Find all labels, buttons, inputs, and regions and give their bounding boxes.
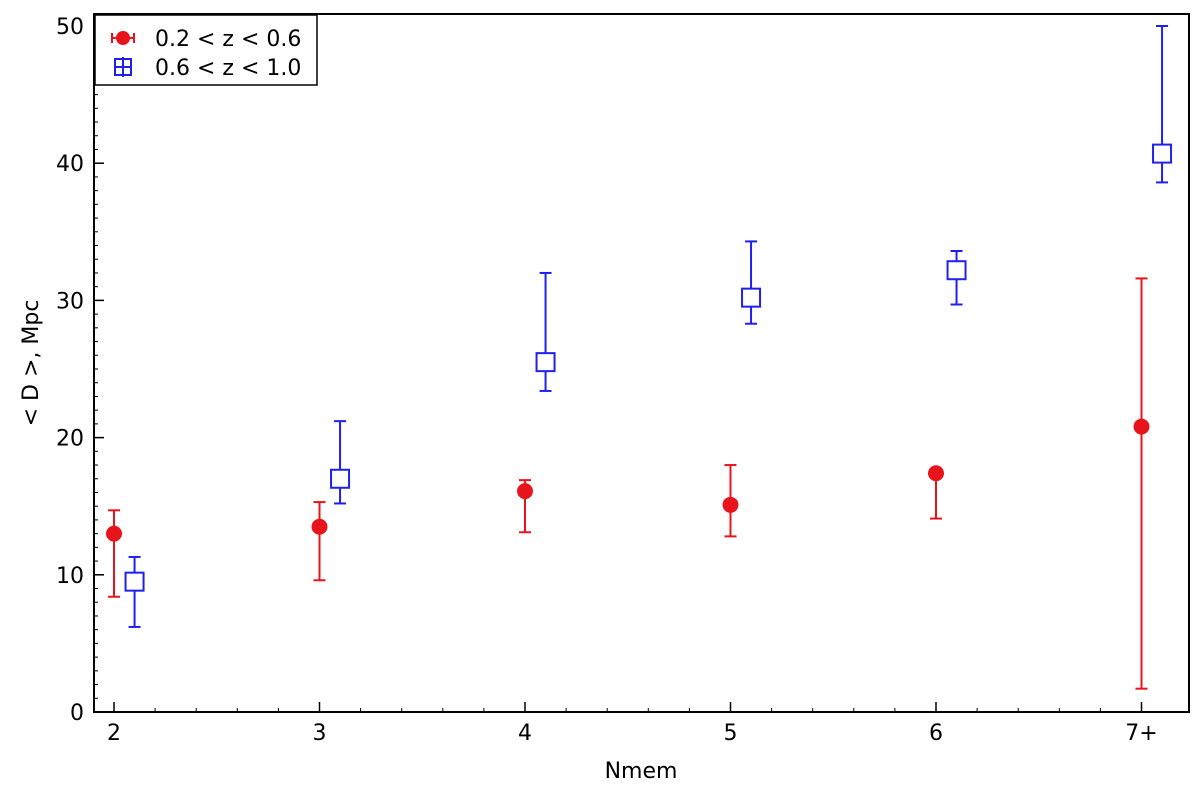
y-tick-label: 0 xyxy=(70,701,84,726)
data-point xyxy=(946,260,967,281)
tick-labels: 0 10 20 30 40 50 2 3 4 5 6 7+ xyxy=(56,15,1158,746)
series-1 xyxy=(106,277,1150,690)
y-tick-label: 30 xyxy=(56,289,84,314)
data-point xyxy=(535,352,556,373)
data-point xyxy=(741,287,762,308)
legend-label-series-1: 0.2 < z < 0.6 xyxy=(155,27,301,52)
data-point xyxy=(311,518,328,535)
minor-ticks xyxy=(94,25,1142,713)
x-tick-label: 2 xyxy=(107,721,121,746)
data-point xyxy=(330,468,351,489)
y-tick-label: 10 xyxy=(56,564,84,589)
y-tick-label: 50 xyxy=(56,15,84,40)
data-point xyxy=(1133,418,1150,435)
data-point xyxy=(722,496,739,513)
y-tick-label: 40 xyxy=(56,152,84,177)
x-tick-label: 7+ xyxy=(1125,721,1157,746)
data-point xyxy=(1152,143,1173,164)
legend-marker-series-2 xyxy=(114,57,132,77)
y-tick-label: 20 xyxy=(56,427,84,452)
plot-frame xyxy=(93,13,1190,713)
major-ticks xyxy=(94,25,1143,713)
x-tick-label: 4 xyxy=(518,721,532,746)
data-point xyxy=(928,465,944,482)
x-tick-label: 6 xyxy=(929,721,943,746)
series-layer xyxy=(106,25,1173,690)
data-point xyxy=(106,525,122,542)
x-tick-label: 5 xyxy=(724,721,738,746)
legend-label-series-2: 0.6 < z < 1.0 xyxy=(155,56,301,81)
data-point xyxy=(517,483,533,500)
series-2 xyxy=(124,25,1173,628)
data-point xyxy=(124,571,145,592)
x-axis-title: Nmem xyxy=(605,759,678,784)
y-axis-title: < D >, Mpc xyxy=(19,300,44,427)
x-tick-label: 3 xyxy=(313,721,327,746)
legend: 0.2 < z < 0.6 0.6 < z < 1.0 xyxy=(94,14,318,86)
legend-marker-series-1 xyxy=(111,31,135,45)
